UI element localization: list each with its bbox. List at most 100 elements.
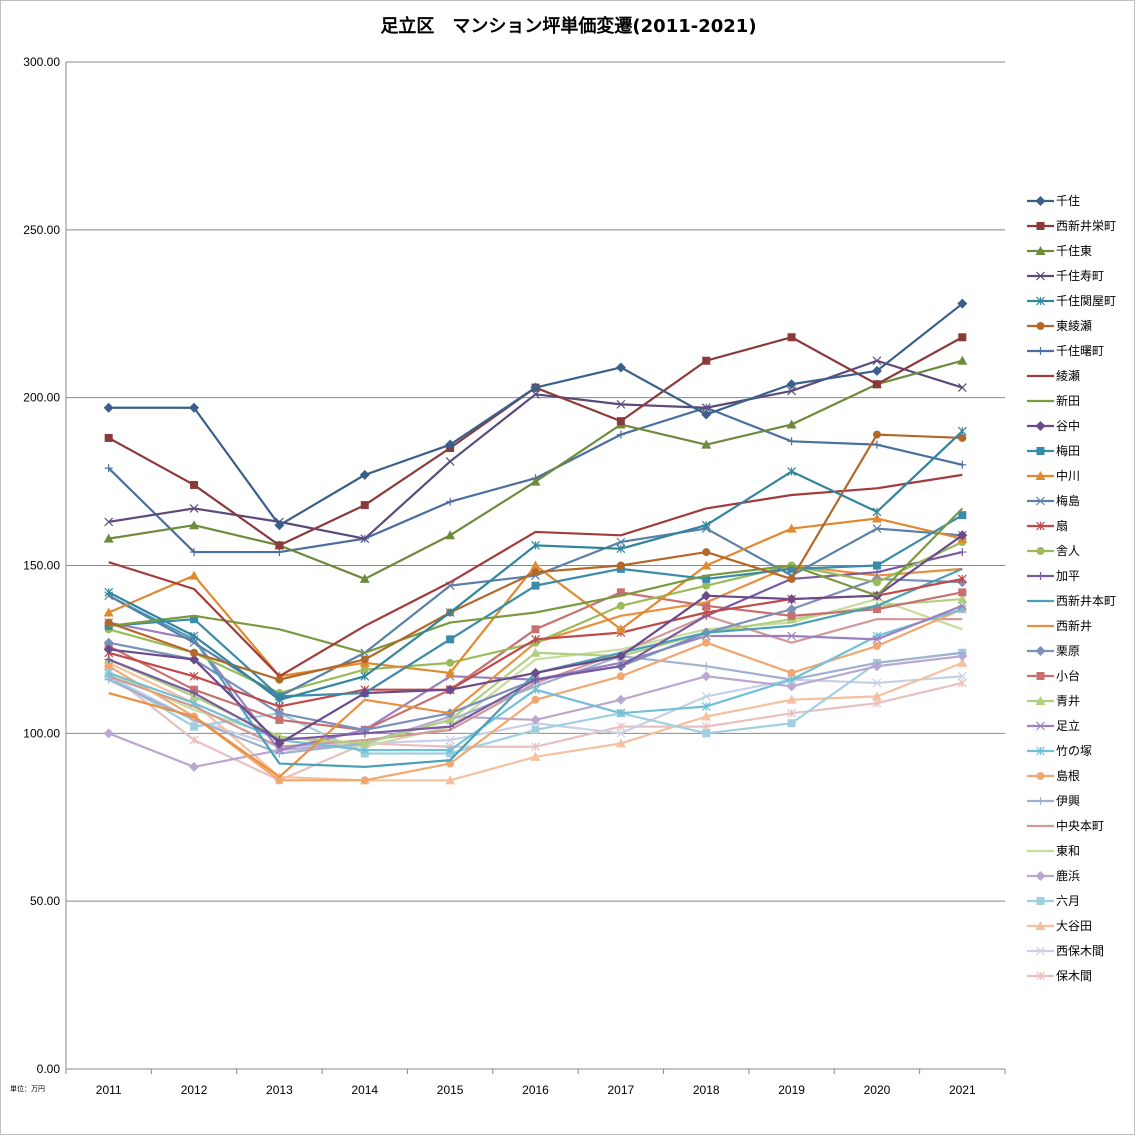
data-point <box>957 594 968 604</box>
data-point <box>786 523 797 533</box>
data-point <box>786 419 797 429</box>
data-point <box>446 722 455 731</box>
data-point <box>872 698 882 708</box>
data-point <box>531 625 540 634</box>
data-point <box>103 728 114 739</box>
data-point <box>104 618 113 627</box>
legend-item: 竹の塚 <box>1027 744 1092 758</box>
data-point <box>189 631 199 641</box>
series-5 <box>104 430 967 684</box>
data-point <box>787 719 796 728</box>
data-point <box>360 501 369 510</box>
series-4 <box>104 426 967 705</box>
legend-item: 千住 <box>1027 194 1080 208</box>
data-point <box>616 561 625 570</box>
data-point <box>616 601 625 610</box>
data-point <box>871 691 882 701</box>
legend-label: 保木間 <box>1056 969 1092 983</box>
x-tick-label: 2012 <box>181 1083 208 1097</box>
data-point <box>787 668 796 677</box>
x-tick-label: 2014 <box>351 1083 378 1097</box>
data-point <box>701 590 712 601</box>
legend-label: 千住東 <box>1056 244 1092 258</box>
data-point <box>615 694 626 705</box>
data-point <box>360 745 370 755</box>
series-7 <box>108 473 963 678</box>
data-point <box>190 689 199 698</box>
legend-item: 足立 <box>1027 718 1080 733</box>
y-tick-label: 0.00 <box>37 1062 61 1076</box>
legend-item: 小台 <box>1027 668 1080 683</box>
legend-item: 千住関屋町 <box>1027 294 1116 308</box>
data-point <box>872 524 882 534</box>
legend-item: 扇 <box>1027 518 1068 533</box>
data-point <box>275 541 284 550</box>
legend-label: 島根 <box>1056 768 1080 783</box>
data-point <box>1035 696 1046 705</box>
data-point <box>872 430 881 439</box>
data-point <box>958 460 967 469</box>
legend-label: 竹の塚 <box>1056 744 1092 758</box>
data-point <box>274 708 285 719</box>
legend-label: 西新井本町 <box>1056 593 1116 608</box>
data-point <box>445 745 455 755</box>
chart-title: 足立区 マンション坪単価変遷(2011-2021) <box>380 16 757 37</box>
data-point <box>445 530 456 540</box>
data-point <box>360 534 370 544</box>
data-point <box>190 722 199 731</box>
data-point <box>1036 547 1045 555</box>
data-point <box>616 722 626 732</box>
legend-item: 栗原 <box>1027 644 1080 658</box>
data-point <box>360 776 369 785</box>
legend-item: 千住寿町 <box>1027 269 1104 283</box>
data-point <box>189 402 200 413</box>
data-point <box>1036 721 1045 731</box>
data-point <box>531 540 540 550</box>
legend-item: 千住曙町 <box>1027 344 1104 358</box>
legend-item: 六月 <box>1027 894 1080 908</box>
data-point <box>787 631 797 641</box>
y-tick-label: 300.00 <box>23 55 60 69</box>
data-point <box>445 735 455 745</box>
y-tick-label: 250.00 <box>23 223 60 237</box>
data-point <box>957 383 967 393</box>
data-point <box>445 439 456 450</box>
series-line <box>108 507 964 654</box>
data-point <box>701 671 712 682</box>
data-point <box>702 574 711 583</box>
x-tick-label: 2013 <box>266 1083 293 1097</box>
data-point <box>787 611 796 620</box>
y-tick-label: 100.00 <box>23 726 60 740</box>
data-point <box>360 729 369 738</box>
data-point <box>701 722 711 732</box>
x-tick-label: 2015 <box>437 1083 464 1097</box>
legend-item: 綾瀬 <box>1027 368 1080 383</box>
data-point <box>702 638 711 647</box>
data-point <box>360 655 369 664</box>
data-point <box>274 738 285 749</box>
data-point <box>531 695 540 704</box>
data-point <box>872 634 882 644</box>
data-point <box>872 642 881 651</box>
legend-item: 中央本町 <box>1027 818 1104 833</box>
legend-item: 大谷田 <box>1027 919 1092 933</box>
x-tick-label: 2020 <box>864 1083 891 1097</box>
data-point <box>445 667 456 677</box>
data-point <box>701 711 712 721</box>
data-point <box>958 433 967 442</box>
data-point <box>360 665 369 674</box>
data-point <box>103 607 114 617</box>
data-point <box>1036 572 1045 580</box>
data-point <box>872 605 881 614</box>
data-point <box>957 671 967 681</box>
legend-item: 西新井栄町 <box>1027 218 1116 233</box>
data-point <box>701 409 712 420</box>
data-point <box>1036 322 1045 330</box>
data-point <box>957 530 968 541</box>
data-point <box>702 548 711 557</box>
data-point <box>445 714 456 724</box>
data-point <box>190 615 199 624</box>
data-point <box>445 775 456 785</box>
data-point <box>531 742 540 752</box>
legend-label: 青井 <box>1056 694 1080 708</box>
